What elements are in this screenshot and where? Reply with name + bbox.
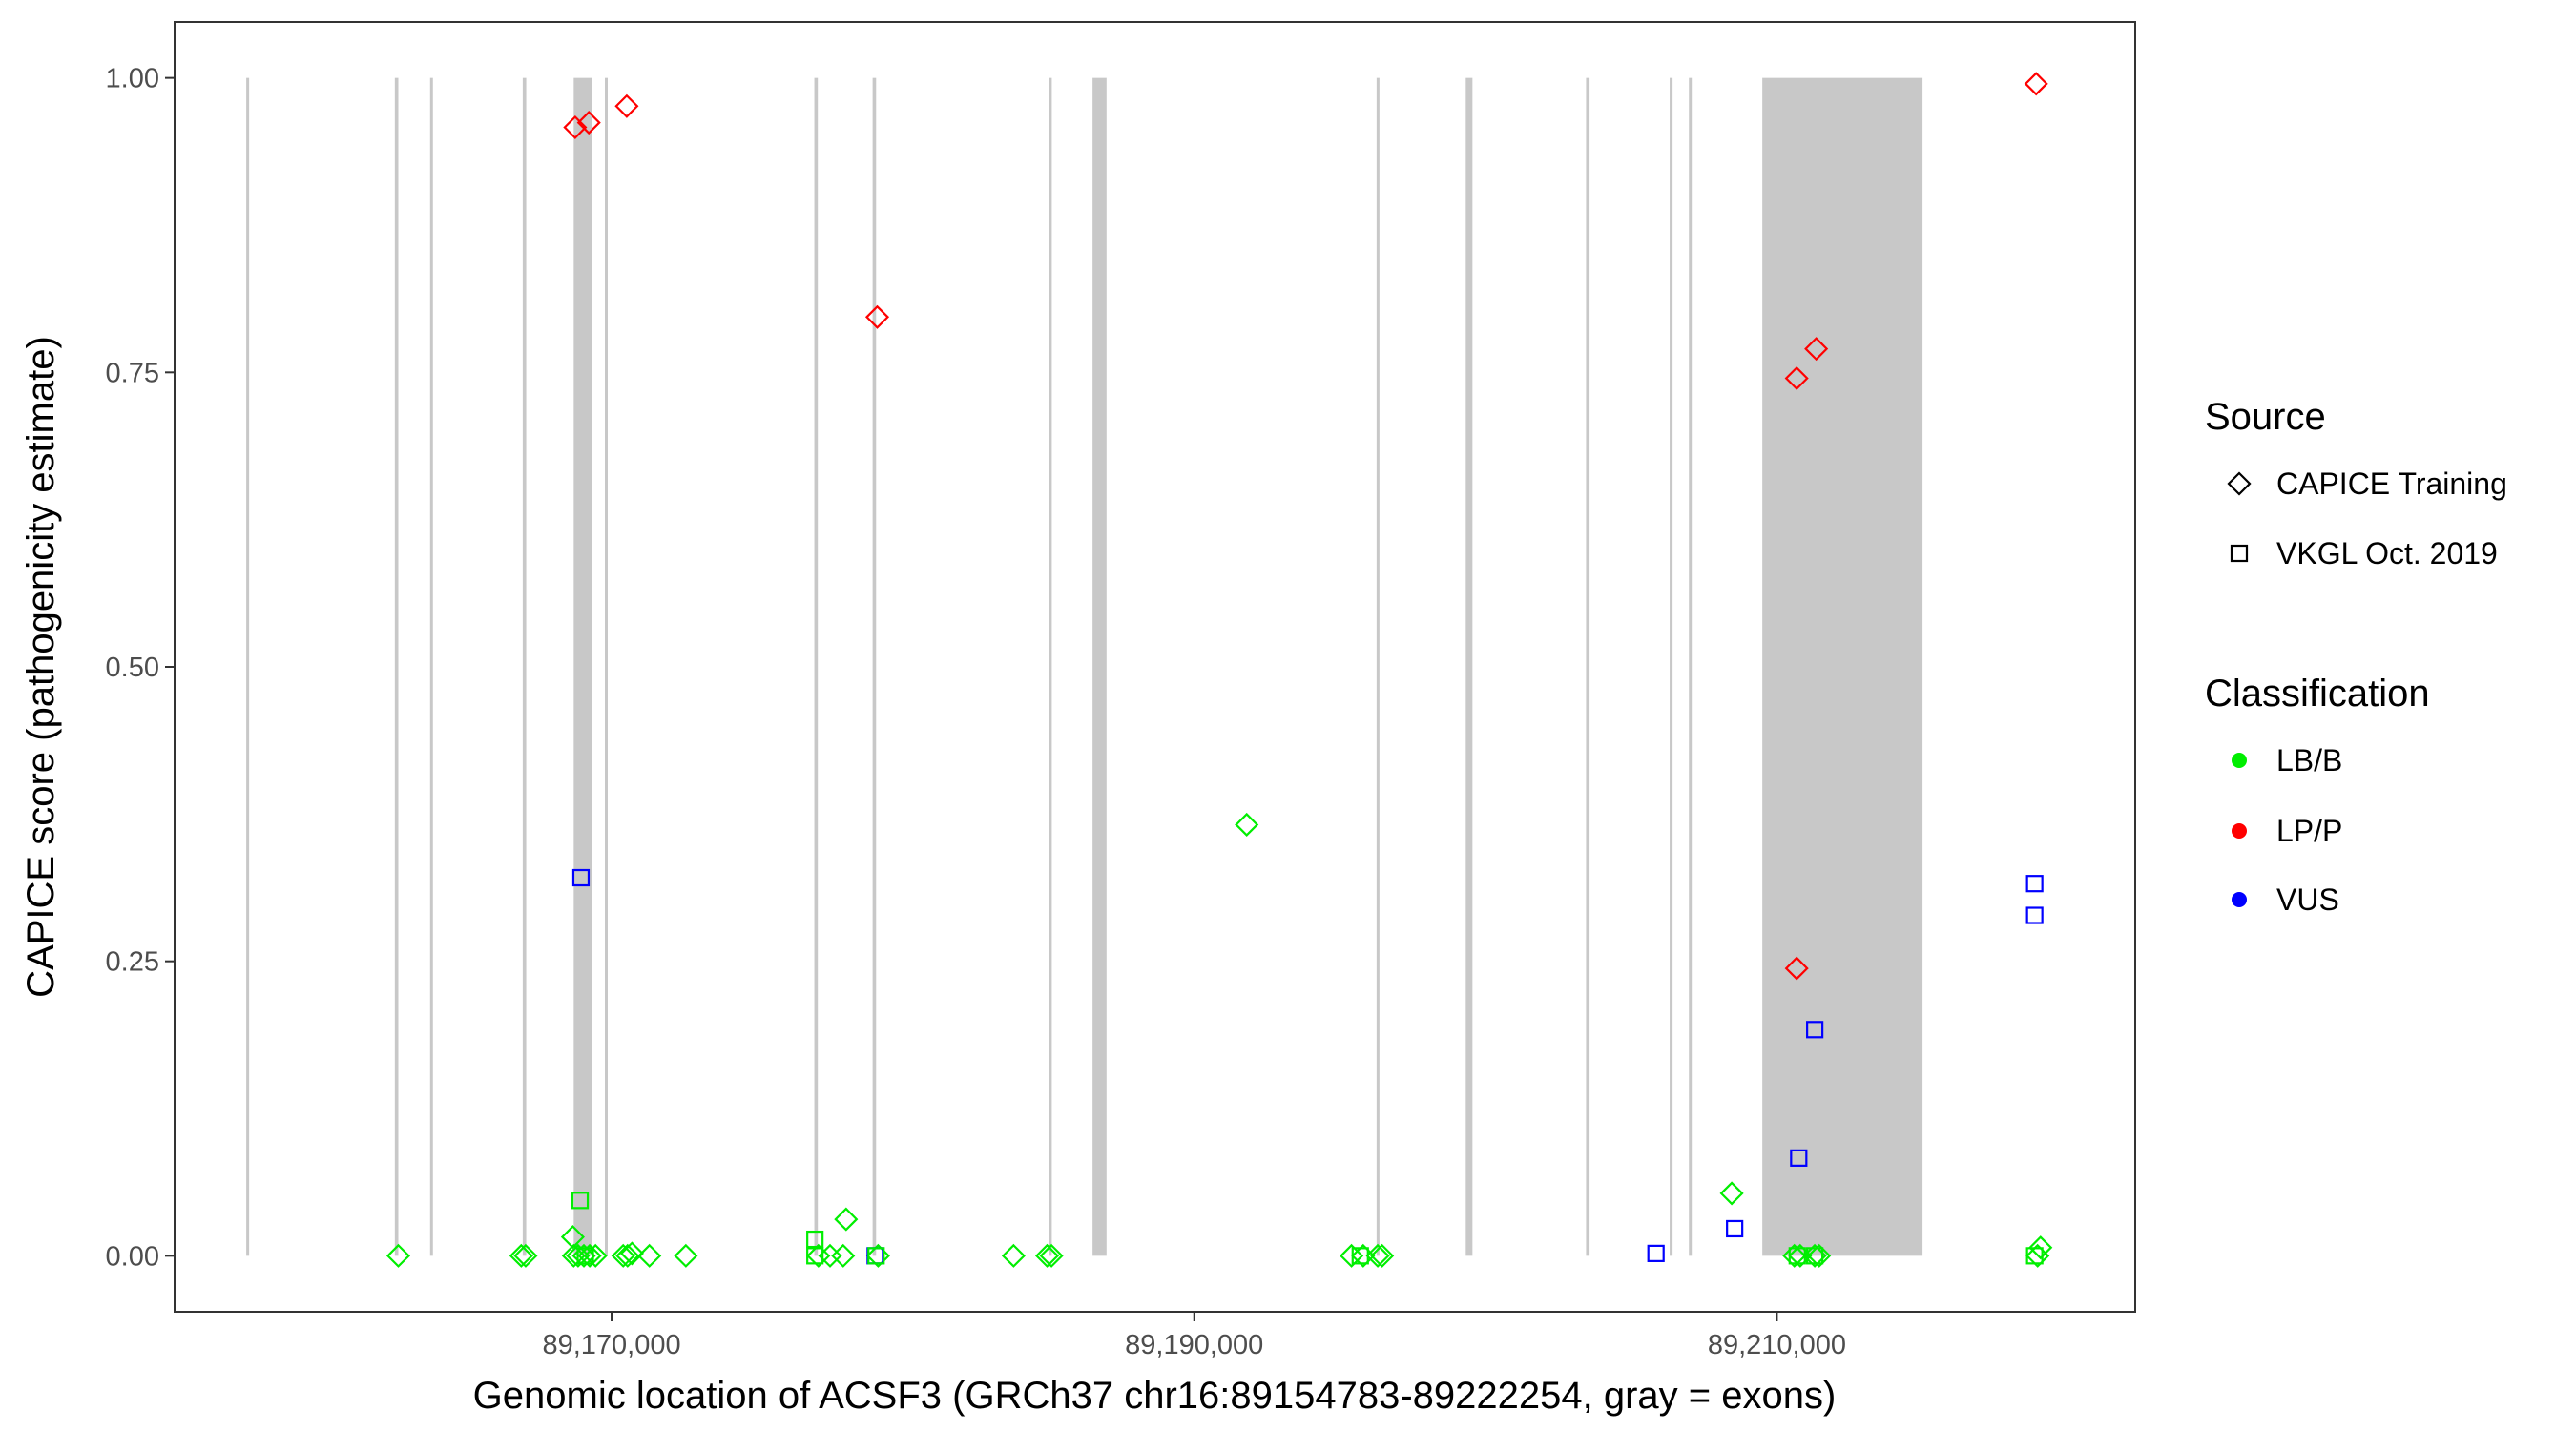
legend-source-title: Source <box>2205 396 2326 438</box>
data-point-capice-training <box>576 111 601 135</box>
data-point-capice-training <box>1784 956 1809 981</box>
exon-bands <box>246 77 1923 1256</box>
data-point-vkgl <box>1351 1247 1369 1265</box>
data-point-capice-training <box>1719 1181 1744 1206</box>
exon-band <box>1049 77 1052 1256</box>
legend-key-dot <box>2232 823 2247 839</box>
legend-key-diamond <box>2227 471 2252 496</box>
data-point-capice-training <box>1365 1243 1390 1268</box>
x-axis: 89,170,000 89,190,000 89,210,000 <box>542 1312 1846 1360</box>
x-tick-label: 89,210,000 <box>1708 1330 1846 1360</box>
data-point-vkgl <box>576 1247 594 1265</box>
exon-band <box>246 77 250 1256</box>
data-point-capice-training <box>831 1243 856 1268</box>
data-point-vkgl <box>2025 1247 2044 1265</box>
data-point-capice-training <box>615 1243 640 1268</box>
data-point-vkgl <box>867 1247 885 1265</box>
x-tick-label: 89,170,000 <box>542 1330 680 1360</box>
data-point-capice-training <box>385 1243 411 1268</box>
data-point-capice-training <box>1001 1243 1026 1268</box>
data-point-capice-training <box>577 1243 602 1268</box>
data-point-capice-training <box>614 93 639 118</box>
exon-band <box>1465 77 1473 1256</box>
data-point-capice-training <box>513 1243 538 1268</box>
exon-band <box>429 77 433 1256</box>
data-points <box>385 72 2053 1268</box>
data-point-vkgl <box>1726 1219 1744 1238</box>
exon-band <box>522 77 527 1256</box>
data-point-vkgl <box>1788 1247 1806 1265</box>
legend-key-square <box>2230 544 2249 563</box>
data-point-capice-training <box>1370 1243 1395 1268</box>
data-point-vkgl <box>2025 906 2044 924</box>
exon-band <box>394 77 399 1256</box>
legend: Source Classification CAPICE Training VKG… <box>2205 396 2507 917</box>
exon-band <box>814 77 819 1256</box>
exon-band <box>1586 77 1590 1256</box>
exon-band <box>605 77 609 1256</box>
data-point-vkgl <box>2025 875 2044 893</box>
data-point-vkgl <box>1806 1247 1824 1265</box>
data-point-capice-training <box>637 1243 662 1268</box>
legend-key-dot <box>2232 753 2247 768</box>
exon-band <box>1670 77 1673 1256</box>
data-point-capice-training <box>583 1243 608 1268</box>
data-point-capice-training <box>674 1243 698 1268</box>
x-axis-title: Genomic location of ACSF3 (GRCh37 chr16:… <box>473 1375 1837 1417</box>
data-point-capice-training <box>834 1207 859 1232</box>
legend-source-label: CAPICE Training <box>2276 467 2507 501</box>
exon-band <box>1689 77 1693 1256</box>
exon-band <box>1376 77 1380 1256</box>
legend-classification-title: Classification <box>2205 673 2430 715</box>
data-point-capice-training <box>1034 1243 1060 1268</box>
data-point-capice-training <box>1340 1243 1364 1268</box>
data-point-capice-training <box>865 1243 890 1268</box>
legend-classification-label: LP/P <box>2276 814 2342 848</box>
exon-band <box>1092 77 1107 1256</box>
data-point-capice-training <box>619 1241 644 1266</box>
data-point-capice-training <box>563 114 588 140</box>
data-point-capice-training <box>2024 72 2048 96</box>
legend-source-label: VKGL Oct. 2019 <box>2276 536 2498 570</box>
data-point-capice-training <box>1784 365 1809 391</box>
data-point-vkgl <box>806 1247 824 1265</box>
legend-classification-label: VUS <box>2276 882 2339 917</box>
data-point-capice-training <box>1782 1243 1807 1268</box>
data-point-capice-training <box>611 1243 635 1268</box>
y-tick-label: 0.50 <box>106 653 159 683</box>
data-point-capice-training <box>2028 1235 2053 1260</box>
data-point-vkgl <box>1647 1244 1665 1262</box>
data-point-capice-training <box>864 304 890 329</box>
data-point-capice-training <box>2025 1243 2050 1268</box>
y-tick-label: 0.75 <box>106 358 159 388</box>
data-point-vkgl <box>1806 1021 1824 1039</box>
legend-classification-label: LB/B <box>2276 743 2342 778</box>
data-point-capice-training <box>1807 1243 1832 1268</box>
data-point-capice-training <box>566 1243 591 1268</box>
legend-key-dot <box>2232 892 2247 907</box>
exon-band <box>1762 77 1923 1256</box>
data-point-vkgl <box>1790 1149 1808 1167</box>
y-axis: 0.00 0.25 0.50 0.75 1.00 <box>106 64 175 1272</box>
y-tick-label: 0.00 <box>106 1241 159 1272</box>
data-point-vkgl <box>571 868 591 887</box>
data-point-vkgl <box>806 1230 824 1249</box>
data-point-capice-training <box>1804 337 1829 362</box>
data-point-vkgl <box>571 1192 590 1210</box>
data-point-capice-training <box>561 1243 586 1268</box>
data-point-capice-training <box>806 1243 831 1268</box>
x-tick-label: 89,190,000 <box>1125 1330 1263 1360</box>
exon-band <box>573 77 592 1256</box>
data-point-capice-training <box>509 1243 533 1268</box>
y-tick-label: 0.25 <box>106 947 159 978</box>
y-tick-label: 1.00 <box>106 64 159 94</box>
exon-band <box>872 77 877 1256</box>
data-point-capice-training <box>1039 1243 1064 1268</box>
data-point-capice-training <box>1235 812 1259 838</box>
y-axis-title: CAPICE score (pathogenicity estimate) <box>20 336 62 998</box>
